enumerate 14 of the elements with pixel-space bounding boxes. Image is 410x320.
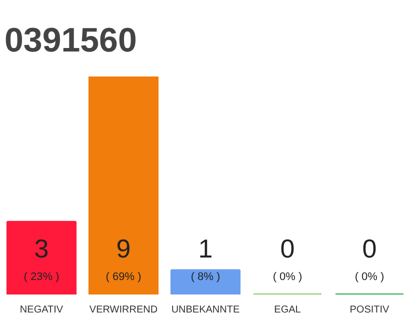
bar	[88, 76, 159, 294]
chart-title: 0391560	[4, 22, 137, 60]
data-label: 3 ( 23% )	[24, 234, 60, 284]
x-tick-label: UNBEKANNTE	[171, 304, 240, 316]
bar	[170, 269, 241, 294]
data-label: 9 ( 69% )	[106, 234, 142, 284]
bar	[6, 220, 77, 294]
data-label: 1 ( 8% )	[190, 234, 220, 284]
x-tick-label: EGAL	[274, 304, 302, 316]
x-tick-label: POSITIV	[350, 304, 390, 316]
x-tick-label: NEGATIV	[20, 304, 64, 316]
data-label: 0 ( 0% )	[354, 234, 384, 284]
x-tick-label: VERWIRREND	[89, 304, 158, 316]
data-label: 0 ( 0% )	[272, 234, 302, 284]
